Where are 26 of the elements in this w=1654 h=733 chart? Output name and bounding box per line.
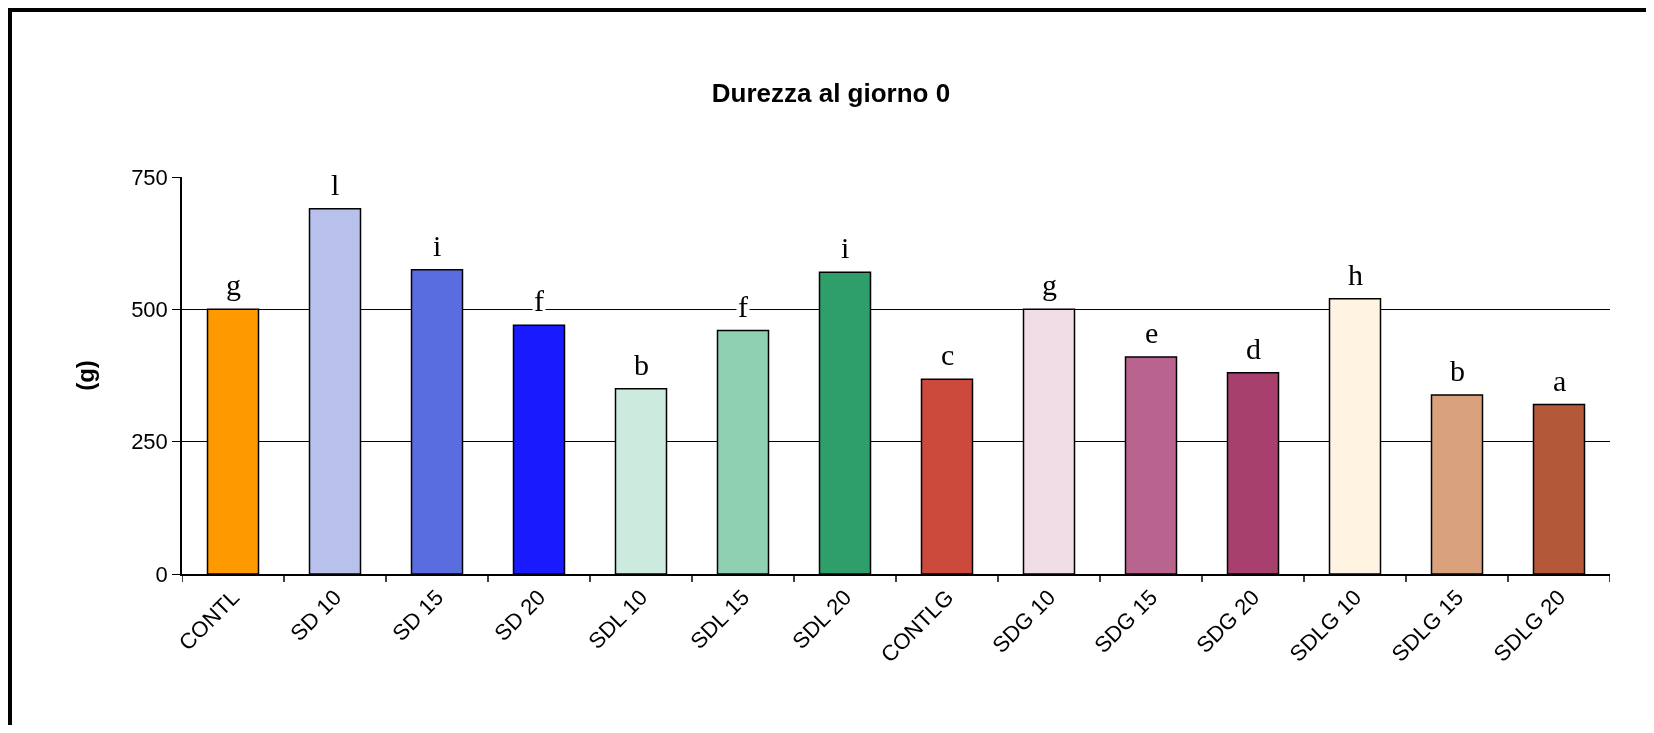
annotation: f xyxy=(534,284,544,317)
annotation: b xyxy=(1450,354,1465,387)
annotation: e xyxy=(1145,316,1159,349)
x-tick-label: SDL 20 xyxy=(787,584,857,654)
y-tick-label: 250 xyxy=(131,429,168,455)
annotation: f xyxy=(738,290,748,323)
annotation: g xyxy=(1042,268,1057,301)
annotation: c xyxy=(941,338,955,371)
annotation: b xyxy=(634,348,649,381)
annotation: g xyxy=(226,268,241,301)
y-tick-label: 750 xyxy=(131,164,168,190)
annotation: i xyxy=(433,229,442,262)
annotation: i xyxy=(841,231,850,264)
y-tick-label: 0 xyxy=(155,561,168,587)
annotation: a xyxy=(1553,364,1567,397)
chart-title: Durezza al giorno 0 xyxy=(711,77,951,108)
annotation: l xyxy=(331,168,340,201)
annotation: h xyxy=(1348,258,1363,291)
x-tick-label: SDL 15 xyxy=(685,584,755,654)
annotation: d xyxy=(1246,332,1261,365)
x-tick-label: SDL 10 xyxy=(583,584,653,654)
x-tick-label: SD 15 xyxy=(387,584,449,646)
y-axis-title: (g) xyxy=(71,360,99,391)
y-tick-label: 500 xyxy=(131,297,168,323)
x-tick-label: SD 20 xyxy=(489,584,551,646)
x-tick-label: SD 10 xyxy=(285,584,347,646)
